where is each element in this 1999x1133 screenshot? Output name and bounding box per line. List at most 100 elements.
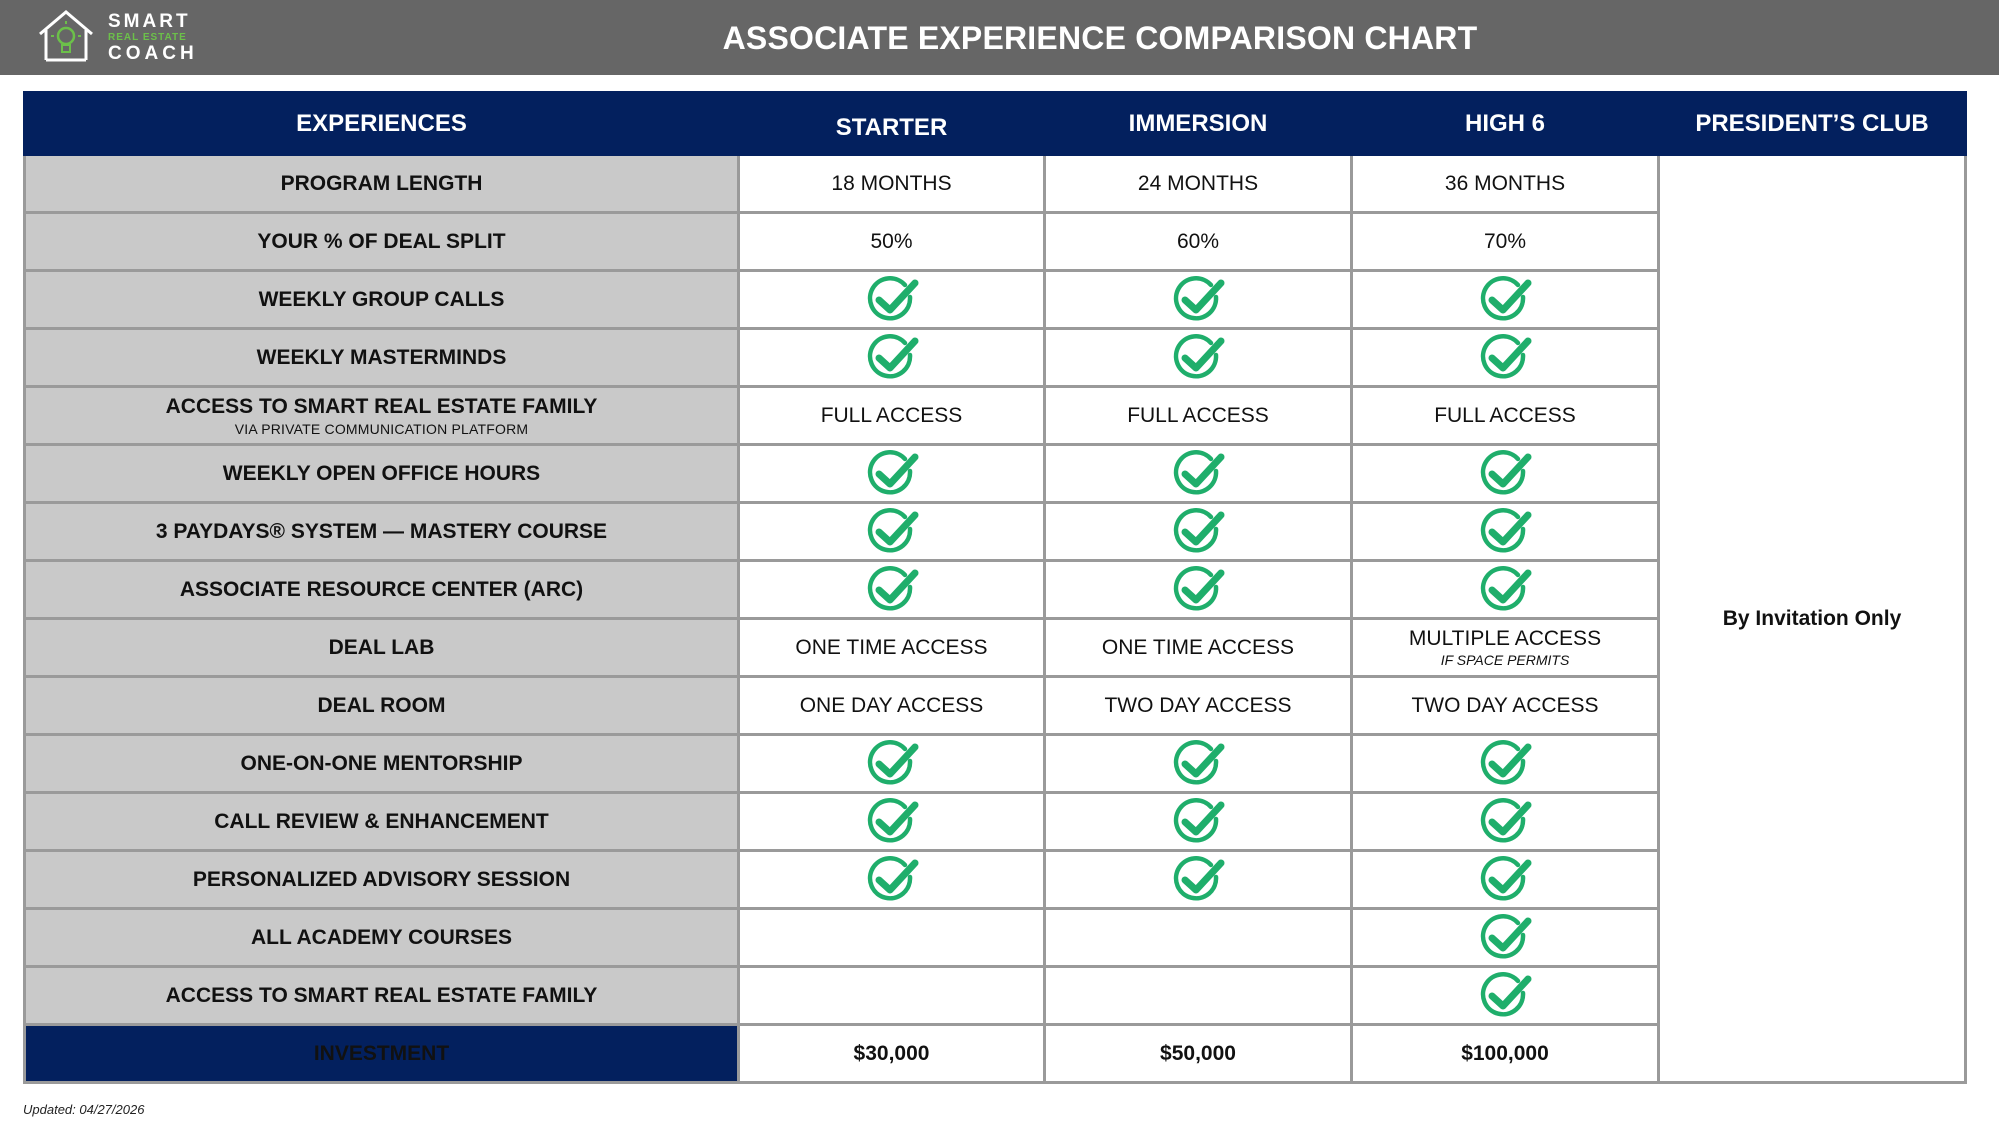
table-row: ALL ACADEMY COURSES	[23, 907, 1966, 968]
table-row: PROGRAM LENGTH 18 MONTHS 24 MONTHS 36 MONTH…	[23, 153, 1967, 1084]
checkmark-icon	[865, 739, 919, 785]
high6-value: 70%	[1483, 229, 1527, 253]
checkmark-icon	[1478, 913, 1532, 959]
checkmark-icon	[865, 275, 919, 321]
column-header-immersion: IMMERSION	[1043, 91, 1353, 156]
immersion-cell	[1043, 791, 1353, 852]
high6-cell	[1350, 907, 1660, 968]
checkmark-icon	[1478, 797, 1532, 843]
table-row: ACCESS TO SMART REAL ESTATE FAMILY VIA PR…	[23, 385, 1966, 446]
starter-cell	[737, 733, 1046, 794]
starter-value: 50%	[870, 229, 913, 253]
immersion-cell	[1043, 501, 1353, 562]
feature-label: ONE-ON-ONE MENTORSHIP	[23, 733, 740, 794]
table-row: ASSOCIATE RESOURCE CENTER (ARC)	[23, 559, 1966, 620]
checkmark-icon	[1171, 565, 1225, 611]
high6-price: $100,000	[1350, 1023, 1660, 1084]
immersion-cell: 60%	[1043, 211, 1353, 272]
starter-cell	[737, 269, 1046, 330]
starter-cell	[737, 501, 1046, 562]
checkmark-icon	[865, 797, 919, 843]
presidents-club-cell: By Invitation Only	[1657, 153, 1967, 1084]
immersion-cell	[1043, 907, 1353, 968]
starter-cell: 50%	[737, 211, 1046, 272]
checkmark-icon	[1171, 797, 1225, 843]
immersion-cell: ONE TIME ACCESS	[1043, 617, 1353, 678]
table-body: PROGRAM LENGTH 18 MONTHS 24 MONTHS 36 MONTH…	[23, 153, 1967, 1084]
high6-value: 36 MONTHS	[1444, 171, 1566, 195]
high6-value: FULL ACCESS	[1434, 403, 1576, 427]
checkmark-icon	[1478, 855, 1532, 901]
high6-value: MULTIPLE ACCESS	[1408, 627, 1602, 650]
house-bulb-logo-icon	[39, 10, 93, 62]
feature-label-text: YOUR % OF DEAL SPLIT	[257, 229, 506, 253]
table-row: DEAL LAB ONE TIME ACCESS ONE TIME ACCESS MU…	[23, 617, 1966, 678]
feature-label: ALL ACADEMY COURSES	[23, 907, 740, 968]
feature-label-text: WEEKLY OPEN OFFICE HOURS	[222, 461, 541, 485]
checkmark-icon	[1478, 565, 1532, 611]
feature-label-text: DEAL ROOM	[317, 693, 446, 717]
column-header-experiences: EXPERIENCES	[23, 91, 740, 156]
checkmark-icon	[1171, 507, 1225, 553]
immersion-value: FULL ACCESS	[1127, 403, 1269, 427]
checkmark-icon	[865, 449, 919, 495]
feature-label: WEEKLY OPEN OFFICE HOURS	[23, 443, 740, 504]
checkmark-icon	[1171, 855, 1225, 901]
high6-cell	[1350, 733, 1660, 794]
feature-label-text: PERSONALIZED ADVISORY SESSION	[192, 867, 571, 891]
feature-label-text: 3 PAYDAYS® SYSTEM — MASTERY COURSE	[155, 519, 608, 543]
feature-label-text: ACCESS TO SMART REAL ESTATE FAMILY	[165, 983, 598, 1007]
table-row: PERSONALIZED ADVISORY SESSION	[23, 849, 1966, 910]
immersion-cell	[1043, 965, 1353, 1026]
table-row: WEEKLY GROUP CALLS	[23, 269, 1966, 330]
checkmark-icon	[1478, 739, 1532, 785]
immersion-value: 60%	[1176, 229, 1220, 253]
immersion-cell: FULL ACCESS	[1043, 385, 1353, 446]
presidents-club-value: By Invitation Only	[1722, 606, 1902, 630]
starter-cell	[737, 849, 1046, 910]
feature-sublabel: VIA PRIVATE COMMUNICATION PLATFORM	[234, 420, 529, 437]
immersion-cell	[1043, 269, 1353, 330]
starter-value: ONE TIME ACCESS	[795, 635, 988, 659]
feature-label-text: ASSOCIATE RESOURCE CENTER (ARC)	[179, 577, 584, 601]
investment-label: INVESTMENT	[23, 1023, 740, 1084]
starter-cell	[737, 965, 1046, 1026]
immersion-cell	[1043, 443, 1353, 504]
starter-cell: FULL ACCESS	[737, 385, 1046, 446]
starter-value: FULL ACCESS	[820, 403, 963, 427]
immersion-cell	[1043, 733, 1353, 794]
checkmark-icon	[865, 855, 919, 901]
high6-value: TWO DAY ACCESS	[1411, 693, 1599, 717]
updated-date: Updated: 04/27/2026	[23, 1102, 145, 1117]
table-row: ACCESS TO SMART REAL ESTATE FAMILY	[23, 965, 1966, 1026]
high6-cell: TWO DAY ACCESS	[1350, 675, 1660, 736]
starter-cell	[737, 327, 1046, 388]
checkmark-icon	[1478, 333, 1532, 379]
checkmark-icon	[1478, 275, 1532, 321]
feature-label-text: WEEKLY MASTERMINDS	[256, 345, 507, 369]
feature-label: YOUR % OF DEAL SPLIT	[23, 211, 740, 272]
column-header-starter: STARTER	[737, 91, 1046, 156]
table-row: DEAL ROOM ONE DAY ACCESS TWO DAY ACCESS TWO…	[23, 675, 1966, 736]
feature-label: ACCESS TO SMART REAL ESTATE FAMILY	[23, 965, 740, 1026]
column-header-high6: HIGH 6	[1350, 91, 1660, 156]
table-row: WEEKLY OPEN OFFICE HOURS	[23, 443, 1966, 504]
immersion-cell	[1043, 559, 1353, 620]
starter-cell: ONE DAY ACCESS	[737, 675, 1046, 736]
high6-cell	[1350, 849, 1660, 910]
top-bar: SMART REAL ESTATE COACH ASSOCIATE EXPERI…	[0, 0, 1999, 75]
comparison-table: EXPERIENCES STARTER IMMERSION HIGH 6 PRE…	[23, 91, 1967, 1084]
starter-value: ONE DAY ACCESS	[799, 693, 984, 717]
high6-cell: FULL ACCESS	[1350, 385, 1660, 446]
starter-cell	[737, 559, 1046, 620]
table-row: CALL REVIEW & ENHANCEMENT	[23, 791, 1966, 852]
feature-label-text: PROGRAM LENGTH	[280, 171, 483, 195]
checkmark-icon	[1171, 275, 1225, 321]
column-header-presidents-club: PRESIDENT’S CLUB	[1657, 91, 1967, 156]
starter-cell	[737, 907, 1046, 968]
brand-line-2: REAL ESTATE	[108, 32, 187, 43]
starter-value: 18 MONTHS	[831, 171, 952, 195]
brand-line-3: COACH	[108, 43, 198, 64]
table-row: ONE-ON-ONE MENTORSHIP	[23, 733, 1966, 794]
brand-logo: SMART REAL ESTATE COACH	[36, 8, 206, 68]
